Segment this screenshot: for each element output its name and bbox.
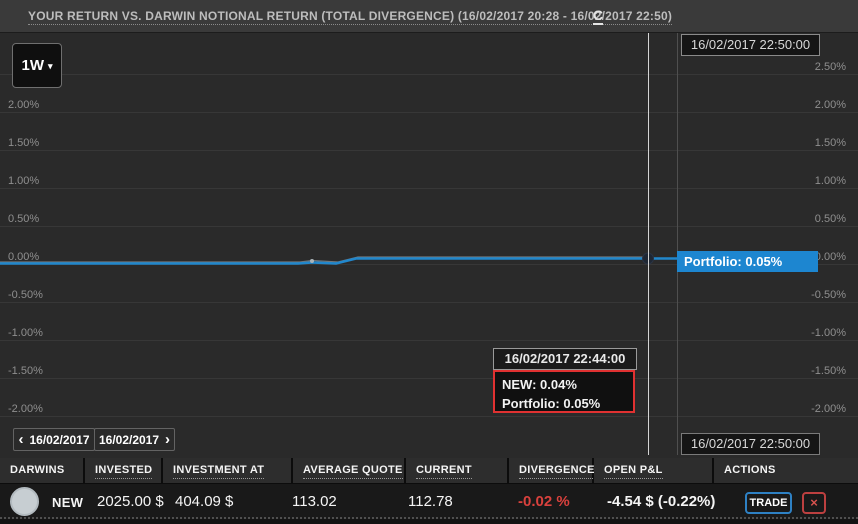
prev-date-button[interactable]: ‹ 16/02/2017 [13, 428, 95, 451]
y-axis-label: 0.00% [814, 251, 846, 263]
column-header-invested[interactable]: INVESTED [85, 458, 161, 483]
gridline [0, 150, 858, 151]
invested-value: 2025.00 $ [97, 493, 164, 510]
column-header-actions: ACTIONS [714, 458, 858, 483]
new-series-line [0, 256, 648, 263]
column-header-open-pl[interactable]: OPEN P&L [594, 458, 712, 483]
tooltip-date: 16/02/2017 22:44:00 [493, 348, 637, 370]
next-date-label: 16/02/2017 [98, 432, 160, 447]
column-header-current-quote[interactable]: CURRENT QUOTE [406, 458, 507, 504]
next-date-button[interactable]: 16/02/2017 › [94, 428, 175, 451]
divergence-chart[interactable]: 2.00% 1.50% 1.00% 0.50% 0.00% -0.50% -1.… [0, 33, 858, 455]
chevron-down-icon: ▾ [47, 61, 53, 71]
y-axis-label: 0.50% [814, 213, 846, 225]
y-axis-label: -2.00% [811, 403, 846, 415]
darwin-name: NEW [52, 495, 84, 510]
titlebar: YOUR RETURN VS. DARWIN NOTIONAL RETURN (… [0, 0, 858, 33]
chevron-left-icon: ‹ [18, 430, 24, 448]
tooltip-values: NEW: 0.04% Portfolio: 0.05% [493, 370, 635, 413]
gridline [0, 74, 858, 75]
gridline [0, 226, 858, 227]
close-icon: × [810, 495, 818, 510]
panel-footer-strip [0, 519, 858, 524]
y-axis-label: 1.50% [814, 137, 846, 149]
positions-table-header: DARWINS INVESTED INVESTMENT AT RISK AVER… [0, 458, 858, 504]
portfolio-value-badge: Portfolio: 0.05% [677, 251, 818, 272]
gridline [0, 378, 858, 379]
tooltip-new-value: NEW: 0.04% [502, 377, 577, 392]
y-axis-label: -1.50% [811, 365, 846, 377]
gridline [0, 302, 858, 303]
row-divider [0, 517, 858, 519]
y-axis-label: 0.50% [8, 213, 40, 225]
gridline [0, 340, 858, 341]
timeframe-label: 1W [21, 57, 44, 74]
y-axis-label: 2.00% [8, 99, 40, 111]
current-quote-value: 112.78 [408, 493, 453, 510]
table-row: NEW 2025.00 $ 404.09 $ 113.02 112.78 -0.… [0, 484, 858, 519]
gridline [0, 112, 858, 113]
y-axis-label: -0.50% [811, 289, 846, 301]
close-position-button[interactable]: × [802, 492, 826, 514]
gridline [0, 188, 858, 189]
portfolio-series-line [0, 257, 677, 265]
y-axis-label: -1.50% [8, 365, 43, 377]
timeframe-dropdown[interactable]: 1W ▾ [12, 43, 62, 88]
series-lines [0, 252, 677, 265]
crosshair-date-bottom: 16/02/2017 22:50:00 [681, 433, 820, 455]
y-axis-label: -1.00% [8, 327, 43, 339]
refresh-icon[interactable]: C [593, 7, 604, 25]
y-axis-label: 1.00% [8, 175, 40, 187]
column-header-divergence[interactable]: DIVERGENCE [509, 458, 595, 483]
crosshair-line [648, 33, 649, 455]
right-axis-divider [677, 33, 678, 455]
column-header-average-quote[interactable]: AVERAGE QUOTE [293, 458, 404, 483]
panel-title: YOUR RETURN VS. DARWIN NOTIONAL RETURN (… [28, 9, 673, 25]
y-axis-label: 1.00% [814, 175, 846, 187]
gridline [0, 264, 858, 265]
average-quote-value: 113.02 [292, 493, 337, 510]
y-axis-label: 2.00% [814, 99, 846, 111]
prev-date-label: 16/02/2017 [29, 432, 90, 447]
column-header-investment-at-risk[interactable]: INVESTMENT AT RISK [163, 458, 291, 504]
gridline [0, 416, 858, 417]
trade-button[interactable]: TRADE [745, 492, 792, 514]
y-axis-label: -0.50% [8, 289, 43, 301]
y-axis-label: 0.00% [8, 251, 40, 263]
y-axis-label: 2.50% [814, 61, 846, 73]
tooltip-portfolio-value: Portfolio: 0.05% [502, 396, 601, 411]
new-point-marker [310, 259, 314, 263]
column-header-darwins: DARWINS [0, 458, 83, 483]
divergence-value: -0.02 % [518, 493, 570, 510]
y-axis-label: -2.00% [8, 403, 43, 415]
darwin-avatar [10, 487, 39, 516]
investment-at-risk-value: 404.09 $ [175, 493, 234, 510]
crosshair-date-top: 16/02/2017 22:50:00 [681, 34, 820, 56]
y-axis-label: -1.00% [811, 327, 846, 339]
chevron-right-icon: › [165, 430, 171, 448]
y-axis-label: 1.50% [8, 137, 40, 149]
open-pl-value: -4.54 $ (-0.22%) [607, 493, 716, 510]
